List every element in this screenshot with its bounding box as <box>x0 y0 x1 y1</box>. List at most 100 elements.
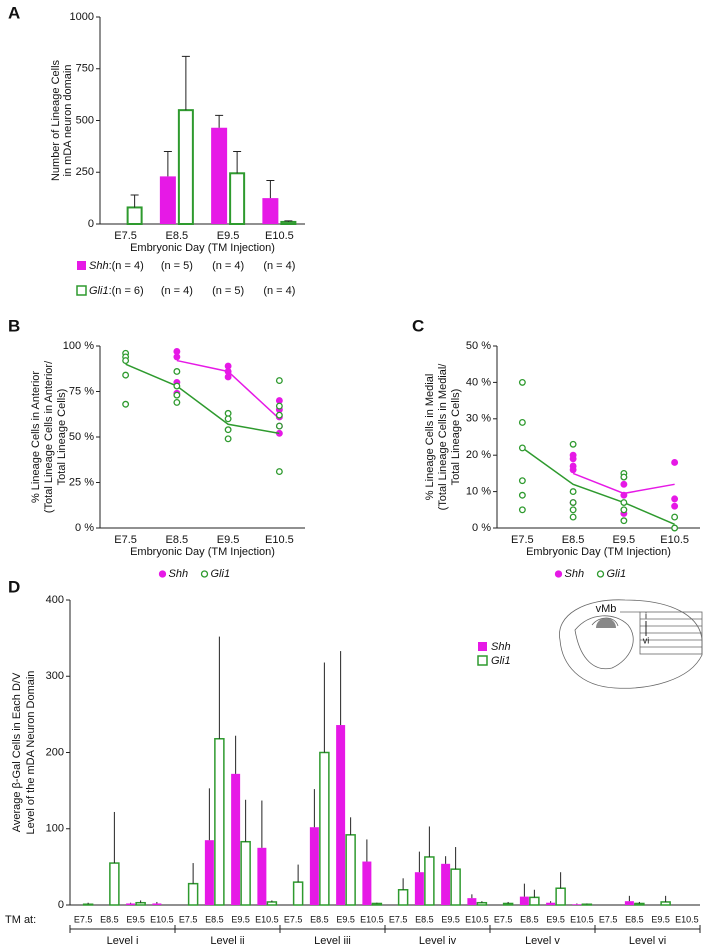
legend-marker <box>200 570 209 578</box>
data-point <box>620 473 628 481</box>
x-tick-label: E10.5 <box>150 914 174 924</box>
group-label: Level i <box>107 935 139 947</box>
group-label: Level iv <box>419 935 457 947</box>
legend-marker <box>477 655 488 666</box>
legend-label: Shh <box>565 568 585 580</box>
x-tick-label: E9.5 <box>217 230 240 242</box>
legend-marker <box>554 570 563 578</box>
bar <box>280 220 297 225</box>
bar <box>231 773 241 905</box>
error-bar <box>181 55 190 111</box>
data-point <box>173 348 181 355</box>
bar <box>502 902 514 906</box>
legend-marker <box>76 285 87 296</box>
legend-n: :(n = 4) <box>109 260 144 272</box>
data-point <box>275 377 283 385</box>
bar <box>126 903 136 905</box>
legend-label: Gli1 <box>607 568 627 580</box>
data-point <box>671 524 679 532</box>
x-tick-label: E7.5 <box>74 914 93 924</box>
inset-label: vMb <box>596 603 617 615</box>
x-tick-label: E9.5 <box>336 914 355 924</box>
panel-letter: A <box>8 3 20 22</box>
group-label: Level iii <box>314 935 351 947</box>
data-point <box>275 397 283 405</box>
legend-marker <box>77 261 86 270</box>
y-axis-label: Total Lineage Cells) <box>56 389 68 486</box>
data-point <box>569 513 577 521</box>
bar <box>581 903 593 906</box>
x-tick-label: E7.5 <box>494 914 513 924</box>
x-tick-label: E9.5 <box>126 914 145 924</box>
data-point <box>620 517 628 525</box>
data-point <box>518 491 526 499</box>
legend-n: (n = 4) <box>263 285 295 297</box>
data-point <box>122 371 130 379</box>
bar <box>397 889 409 906</box>
y-tick-label: 30 % <box>466 413 491 425</box>
panel-letter: D <box>8 577 20 596</box>
inset-label: vi <box>643 635 650 645</box>
bar <box>240 840 251 906</box>
bar <box>414 872 424 905</box>
x-tick-label: E7.5 <box>284 914 303 924</box>
x-tick-label: E8.5 <box>562 534 585 546</box>
x-tick-label: E9.5 <box>231 914 250 924</box>
x-tick-label: E10.5 <box>360 914 384 924</box>
error-bar <box>163 151 172 177</box>
x-tick-label: E10.5 <box>255 914 279 924</box>
legend-name: Gli1 <box>89 285 109 297</box>
data-point <box>671 459 679 466</box>
x-axis-label: Embryonic Day (TM Injection) <box>526 546 671 558</box>
y-tick-label: 50 % <box>69 431 94 443</box>
legend-marker <box>478 642 487 651</box>
data-point <box>518 444 526 452</box>
x-tick-label: E8.5 <box>205 914 224 924</box>
bar <box>362 861 372 905</box>
bar <box>159 176 176 224</box>
data-point <box>620 480 628 488</box>
bar <box>266 901 278 906</box>
x-tick-label: E8.5 <box>166 230 189 242</box>
y-tick-label: 20 % <box>466 449 491 461</box>
data-point <box>224 362 232 370</box>
bar <box>309 827 319 905</box>
legend-label: Gli1 <box>491 655 511 667</box>
data-point <box>569 499 577 506</box>
error-bar <box>284 220 293 222</box>
bar <box>467 898 477 905</box>
y-tick-label: 250 <box>76 166 94 178</box>
y-axis-label: (Total Lineage Cells in Anterior/ <box>43 360 55 513</box>
bar <box>660 901 671 906</box>
error-bar <box>130 194 139 208</box>
x-tick-label: E9.5 <box>651 914 670 924</box>
bar <box>152 903 162 905</box>
x-tick-label: E10.5 <box>465 914 489 924</box>
y-tick-label: 75 % <box>69 385 94 397</box>
x-tick-label: E9.5 <box>546 914 565 924</box>
bar <box>634 902 645 906</box>
data-point <box>173 382 181 390</box>
x-axis-label: Embryonic Day (TM Injection) <box>130 242 275 254</box>
y-tick-label: 0 % <box>75 522 94 534</box>
x-tick-label: E9.5 <box>441 914 460 924</box>
data-point <box>518 477 526 485</box>
x-tick-label: E10.5 <box>660 534 689 546</box>
bar <box>211 127 228 224</box>
y-axis-label: Total Lineage Cells) <box>450 389 462 486</box>
legend-n: (n = 4) <box>212 260 244 272</box>
data-point <box>224 373 232 381</box>
x-tick-label: E7.5 <box>114 534 137 546</box>
brain-inset: vMb i vi <box>559 599 703 689</box>
bar <box>519 896 529 905</box>
y-tick-label: 25 % <box>69 476 94 488</box>
bar <box>555 887 566 906</box>
data-point <box>569 455 577 463</box>
y-axis-label: Average β-Gal Cells in Each D/V <box>11 672 23 832</box>
bar <box>214 738 225 906</box>
x-tick-label: E8.5 <box>625 914 644 924</box>
x-tick-label: E7.5 <box>599 914 618 924</box>
bar <box>292 881 304 906</box>
bar <box>177 109 194 225</box>
legend-label: Gli1:(n = 6) <box>89 285 144 297</box>
